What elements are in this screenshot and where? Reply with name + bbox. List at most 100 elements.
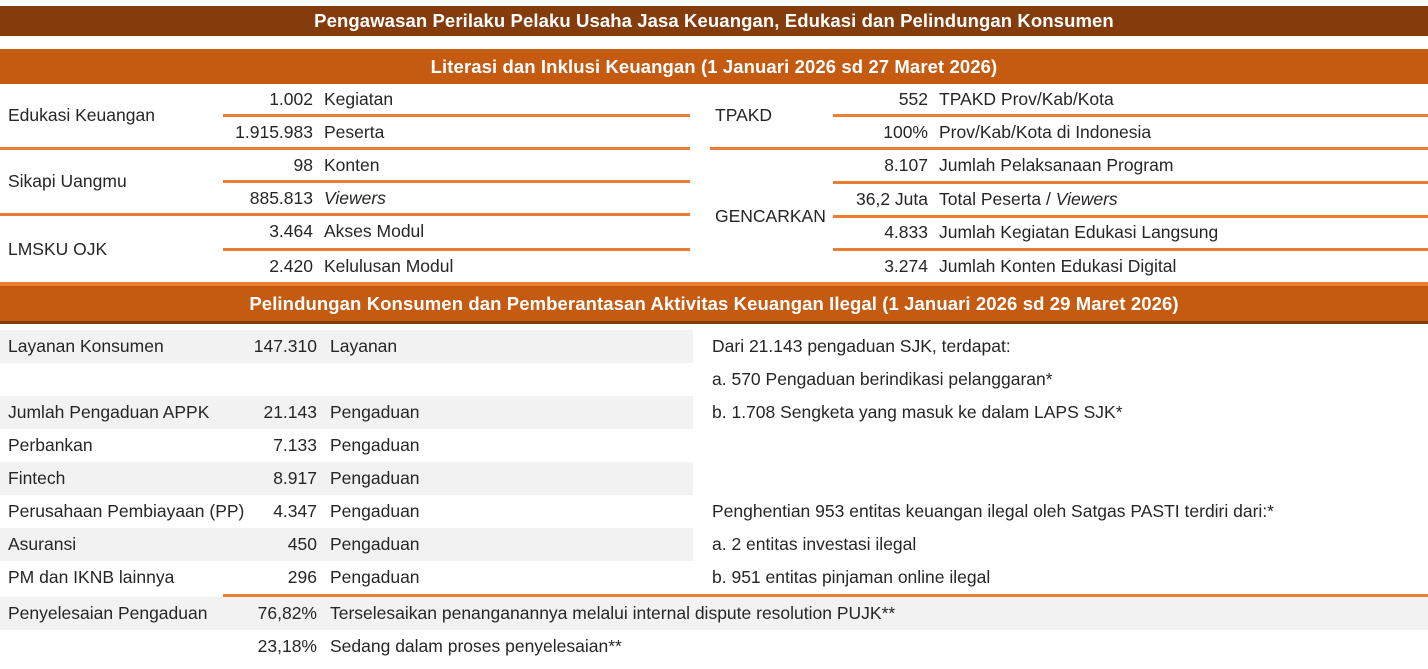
row-value: 552 xyxy=(898,88,928,109)
row-pm-dan-iknb: PM dan IKNB lainnya 296 Pengaduan xyxy=(0,561,1428,594)
row-unit: Total Peserta / Viewers xyxy=(939,188,1118,209)
note-item: b. 951 entitas pinjaman online ilegal xyxy=(712,567,991,587)
row-unit: Peserta xyxy=(324,121,385,142)
row-unit: Konten xyxy=(324,154,380,175)
row-value: 2.420 xyxy=(269,255,313,276)
literacy-table-left: Edukasi Keuangan 1.002 Kegiatan 1.915.98… xyxy=(0,84,690,282)
main-header-title: Pengawasan Perilaku Pelaku Usaha Jasa Ke… xyxy=(314,10,1114,31)
row-perbankan: Perbankan 7.133 Pengaduan xyxy=(0,429,1428,462)
row-label: Jumlah Pengaduan APPK xyxy=(8,402,210,422)
row-value: 7.133 xyxy=(273,435,317,455)
row-value: 76,82% xyxy=(257,603,317,623)
row-unit: Kelulusan Modul xyxy=(324,255,454,276)
resolution-divider-line xyxy=(223,594,1428,597)
row-value: 450 xyxy=(287,534,317,554)
row-value: 3.274 xyxy=(884,256,928,277)
row-unit: Akses Modul xyxy=(324,221,425,242)
row-unit: TPAKD Prov/Kab/Kota xyxy=(939,88,1114,109)
table-row: 98 Konten xyxy=(223,150,690,183)
row-asuransi: Asuransi 450 Pengaduan xyxy=(0,528,1428,561)
row-value: 1.002 xyxy=(269,88,313,109)
row-label: Layanan Konsumen xyxy=(8,336,164,356)
row-proses-penyelesaian: 23,18% Sedang dalam proses penyelesaian*… xyxy=(0,630,1428,663)
row-value: 4.347 xyxy=(273,501,317,521)
table-row: 4.833 Jumlah Kegiatan Edukasi Langsung xyxy=(833,218,1428,252)
row-unit: Jumlah Kegiatan Edukasi Langsung xyxy=(939,222,1219,243)
protection-section-title: Pelindungan Konsumen dan Pemberantasan A… xyxy=(249,292,1179,314)
group-tpakd: TPAKD 552 TPAKD Prov/Kab/Kota 100% Prov/… xyxy=(710,84,1428,150)
group-label: Edukasi Keuangan xyxy=(8,105,155,125)
row-value: 98 xyxy=(293,154,313,175)
table-row: 1.002 Kegiatan xyxy=(223,84,690,117)
complaints-note: Dari 21.143 pengaduan SJK, terdapat: a. … xyxy=(712,330,1422,429)
table-row: 3.464 Akses Modul xyxy=(223,216,690,251)
group-label: GENCARKAN xyxy=(715,205,826,226)
row-unit-italic: Viewers xyxy=(324,187,386,208)
group-gencarkan: GENCARKAN 8.107 Jumlah Pelaksanaan Progr… xyxy=(710,150,1428,282)
group-label: LMSKU OJK xyxy=(8,238,108,259)
note-item: b. 1.708 Sengketa yang masuk ke dalam LA… xyxy=(712,402,1123,422)
row-unit: Terselesaikan penanganannya melalui inte… xyxy=(330,603,896,623)
row-unit: Viewers xyxy=(324,188,386,209)
row-unit: Pengaduan xyxy=(330,402,420,422)
row-layanan-konsumen: Layanan Konsumen 147.310 Layanan xyxy=(0,330,1428,363)
literacy-section-header: Literasi dan Inklusi Keuangan (1 Januari… xyxy=(0,49,1428,84)
illegal-entities-note: Penghentian 953 entitas keuangan ilegal … xyxy=(712,495,1422,594)
literacy-table: Edukasi Keuangan 1.002 Kegiatan 1.915.98… xyxy=(0,84,1428,282)
row-label: Fintech xyxy=(8,468,66,488)
group-sikapi-uangmu: Sikapi Uangmu 98 Konten 885.813 Viewers xyxy=(0,150,690,216)
row-unit: Pengaduan xyxy=(330,468,420,488)
row-unit: Jumlah Pelaksanaan Program xyxy=(939,154,1174,175)
row-value: 100% xyxy=(883,121,928,142)
main-header-bar: Pengawasan Perilaku Pelaku Usaha Jasa Ke… xyxy=(0,6,1428,36)
protection-section-header: Pelindungan Konsumen dan Pemberantasan A… xyxy=(0,282,1428,324)
table-row: 8.107 Jumlah Pelaksanaan Program xyxy=(833,150,1428,184)
table-row: 1.915.983 Peserta xyxy=(223,117,690,147)
row-unit: Pengaduan xyxy=(330,501,420,521)
row-value: 36,2 Juta xyxy=(856,188,928,209)
table-row: 2.420 Kelulusan Modul xyxy=(223,251,690,283)
row-value: 1.915.983 xyxy=(235,121,313,142)
row-penyelesaian-pengaduan: Penyelesaian Pengaduan 76,82% Terselesai… xyxy=(0,597,1428,630)
group-label: Sikapi Uangmu xyxy=(8,171,127,191)
row-label: Perbankan xyxy=(8,435,93,455)
row-value: 885.813 xyxy=(249,187,313,208)
row-unit: Kegiatan xyxy=(324,88,394,109)
table-column-gap xyxy=(690,84,710,282)
note-item: a. 2 entitas investasi ilegal xyxy=(712,534,917,554)
note-item: a. 570 Pengaduan berindikasi pelanggaran… xyxy=(712,369,1053,389)
row-unit-italic: Viewers xyxy=(1055,188,1118,209)
row-value: 8.917 xyxy=(273,468,317,488)
group-edukasi-keuangan: Edukasi Keuangan 1.002 Kegiatan 1.915.98… xyxy=(0,84,690,150)
table-row: 3.274 Jumlah Konten Edukasi Digital xyxy=(833,251,1428,282)
table-row: 552 TPAKD Prov/Kab/Kota xyxy=(833,84,1428,117)
group-label: TPAKD xyxy=(715,105,773,125)
row-unit: Layanan xyxy=(330,336,398,356)
row-unit: Sedang dalam proses penyelesaian** xyxy=(330,636,622,656)
row-label: Asuransi xyxy=(8,534,77,554)
literacy-section-title: Literasi dan Inklusi Keuangan (1 Januari… xyxy=(430,55,998,77)
row-label: Perusahaan Pembiayaan (PP) xyxy=(8,501,245,521)
row-unit: Jumlah Konten Edukasi Digital xyxy=(939,256,1177,277)
table-row: 36,2 Juta Total Peserta / Viewers xyxy=(833,184,1428,218)
row-fintech: Fintech 8.917 Pengaduan xyxy=(0,462,1428,495)
row-jumlah-pengaduan-appk: Jumlah Pengaduan APPK 21.143 Pengaduan xyxy=(0,396,1428,429)
row-value: 23,18% xyxy=(257,636,317,656)
row-label: PM dan IKNB lainnya xyxy=(8,567,175,587)
row-label: Penyelesaian Pengaduan xyxy=(8,603,208,623)
note-title: Penghentian 953 entitas keuangan ilegal … xyxy=(712,501,1274,521)
note-title: Dari 21.143 pengaduan SJK, terdapat: xyxy=(712,336,1011,356)
protection-table: Layanan Konsumen 147.310 Layanan Jumlah … xyxy=(0,324,1428,663)
row-unit: Pengaduan xyxy=(330,435,420,455)
row-value: 4.833 xyxy=(884,222,928,243)
row-unit: Pengaduan xyxy=(330,534,420,554)
row-value: 3.464 xyxy=(269,221,313,242)
row-value: 8.107 xyxy=(884,154,928,175)
row-unit: Prov/Kab/Kota di Indonesia xyxy=(939,121,1152,142)
row-value: 21.143 xyxy=(263,402,317,422)
row-value: 147.310 xyxy=(253,336,317,356)
group-lmsku-ojk: LMSKU OJK 3.464 Akses Modul 2.420 Kelulu… xyxy=(0,216,690,282)
row-perusahaan-pembiayaan: Perusahaan Pembiayaan (PP) 4.347 Pengadu… xyxy=(0,495,1428,528)
table-row: 100% Prov/Kab/Kota di Indonesia xyxy=(833,117,1428,147)
table-row: 885.813 Viewers xyxy=(223,183,690,213)
